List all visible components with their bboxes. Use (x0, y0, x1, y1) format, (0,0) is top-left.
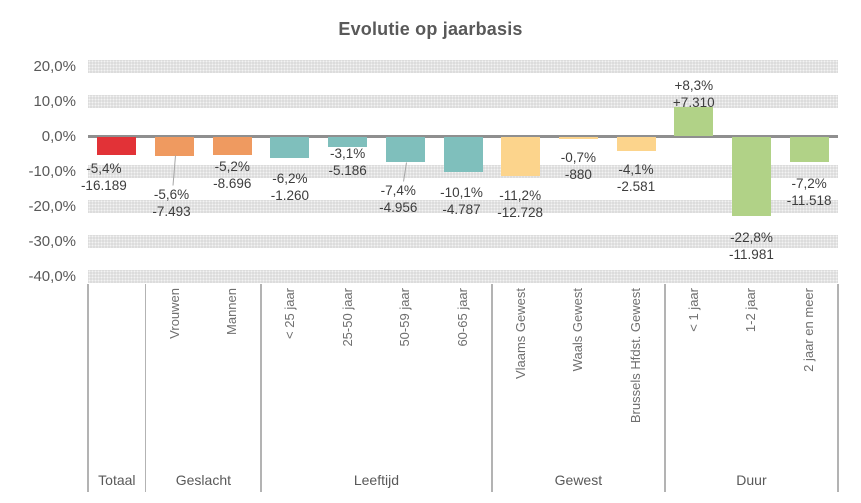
category-label: 25-50 jaar (339, 288, 355, 347)
bar (616, 136, 656, 151)
bar-data-label: -7,2% -11.518 (734, 175, 861, 209)
bar-data-label: -3,1% -5.186 (273, 145, 423, 179)
pct-label: -0,7% (560, 149, 597, 165)
group-divider-line (491, 284, 493, 492)
bar-data-label: -6,2% -1.260 (215, 170, 365, 204)
y-axis-tick-label: 20,0% (33, 57, 76, 75)
gridline-band (88, 95, 838, 108)
abs-label: -7.493 (152, 203, 191, 219)
bar-data-label: -11,2% -12.728 (445, 187, 595, 221)
abs-label: +7.310 (672, 94, 715, 110)
gridline-band (88, 235, 838, 248)
group-divider-line (837, 284, 839, 492)
bar-data-label: -0,7% -880 (503, 149, 653, 183)
group-divider-line (664, 284, 666, 492)
category-label: Mannen (224, 288, 240, 335)
abs-label: -16.189 (80, 177, 127, 193)
y-axis-tick-label: -10,0% (28, 162, 76, 180)
group-label: Duur (736, 472, 767, 488)
bar-data-label: -5,2% -8.696 (157, 158, 307, 192)
bar (97, 136, 137, 156)
pct-label: +8,3% (674, 77, 714, 93)
abs-label: -4.787 (442, 201, 481, 217)
bar-data-label: -5,4% -16.189 (29, 160, 179, 194)
pct-label: -5,6% (153, 186, 190, 202)
category-label: 60-65 jaar (455, 288, 470, 347)
abs-label: -2.581 (616, 178, 656, 194)
abs-label: -8.696 (213, 175, 252, 191)
bar (558, 136, 598, 139)
bar (501, 136, 541, 176)
category-label: < 1 jaar (685, 288, 701, 332)
category-label: Vlaams Gewest (512, 288, 528, 380)
pct-label: -3,1% (329, 145, 366, 161)
y-axis-tick-label: 0,0% (41, 127, 76, 145)
abs-label: -12.728 (497, 204, 544, 220)
bar-data-label: -4,1% -2.581 (561, 161, 711, 195)
abs-label: -11.518 (786, 192, 832, 208)
pct-label: -6,2% (272, 170, 308, 186)
abs-label: -1.260 (270, 187, 310, 203)
gridline-band (88, 270, 838, 283)
pct-label: -22,8% (730, 230, 773, 245)
group-divider-line (144, 284, 147, 492)
bar-data-label: +8,3% +7.310 (619, 77, 769, 111)
bar (443, 136, 483, 172)
bar (731, 136, 771, 217)
bar-data-label: -22,8% -11.981 (676, 229, 826, 263)
bar (270, 136, 310, 159)
category-label: 2 jaar en meer (801, 288, 817, 372)
group-label: Totaal (98, 472, 136, 488)
pct-label: -11,2% (499, 187, 542, 203)
pct-label: -10,1% (440, 184, 483, 200)
abs-label: -11.981 (729, 247, 774, 262)
pct-label: -5,2% (214, 158, 250, 174)
group-label: Gewest (554, 472, 603, 488)
bar-data-label: -10,1% -4.787 (387, 184, 537, 218)
pct-label: -7,2% (791, 175, 827, 191)
pct-label: -4,1% (618, 161, 654, 177)
group-label: Leeftijd (353, 472, 400, 488)
group-divider-line (260, 284, 262, 492)
category-label: 1-2 jaar (743, 288, 759, 333)
abs-label: -4.956 (379, 199, 418, 215)
y-axis-tick-label: -40,0% (28, 267, 76, 285)
category-label: < 25 jaar (281, 288, 297, 339)
category-label: Vrouwen (166, 288, 182, 339)
bar-data-label: -7,4% -4.956 (323, 182, 473, 216)
bar (674, 107, 714, 137)
y-axis-tick-label: 10,0% (33, 92, 76, 110)
pct-label: -5,4% (86, 160, 122, 176)
bar (385, 136, 425, 163)
gridline-band (88, 60, 838, 73)
abs-label: -5.186 (328, 162, 367, 178)
chart-title: Evolutie op jaarbasis (338, 19, 523, 39)
pct-label: -7,4% (380, 182, 416, 198)
y-axis-tick-label: -30,0% (28, 232, 76, 250)
gridline-band (88, 200, 838, 213)
y-axis-tick-label: -20,0% (28, 197, 76, 215)
bar (212, 136, 252, 155)
group-divider-line (87, 284, 89, 492)
bar (789, 136, 829, 162)
bar (328, 136, 368, 148)
abs-label: -880 (564, 166, 592, 182)
group-label: Geslacht (175, 472, 231, 488)
category-label: Brussels Hfdst. Gewest (628, 288, 644, 424)
bar-data-label: -5,6% -7.493 (97, 186, 247, 220)
category-label: 50-59 jaar (397, 288, 413, 347)
category-label: Waals Gewest (570, 288, 586, 372)
bar (155, 136, 195, 157)
